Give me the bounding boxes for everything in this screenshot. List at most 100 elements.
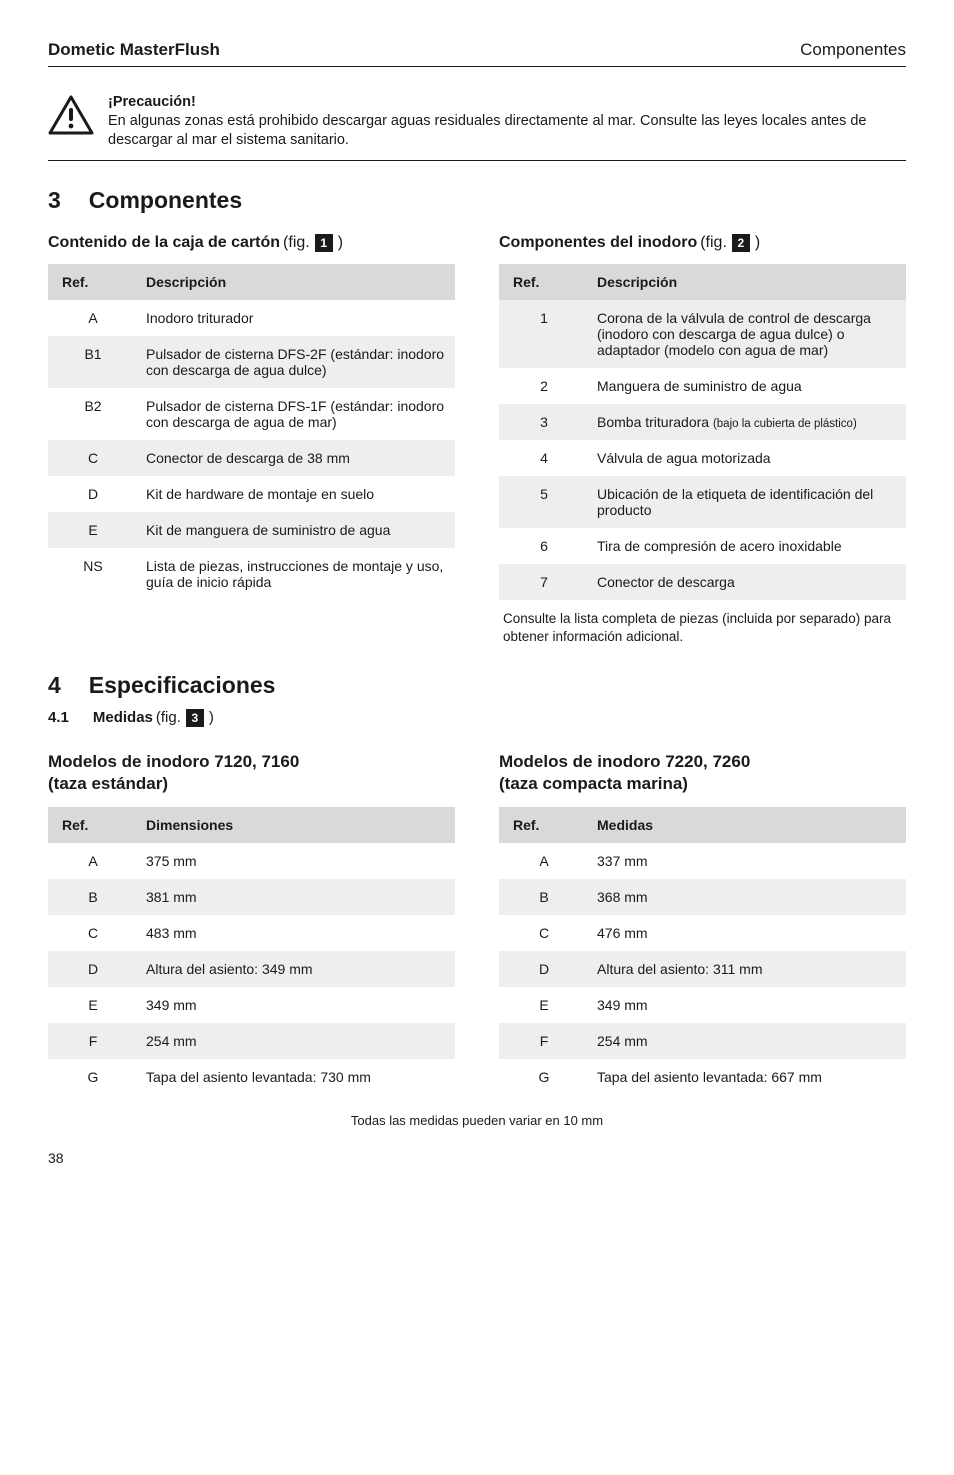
cell-ref: 4 — [499, 440, 583, 476]
cell-ref: G — [499, 1059, 583, 1095]
section-4-number: 4 — [48, 672, 61, 699]
cell-ref: F — [48, 1023, 132, 1059]
section-4-1-fig-post: ) — [209, 709, 214, 726]
table-row: E349 mm — [48, 987, 455, 1023]
table-row: DAltura del asiento: 311 mm — [499, 951, 906, 987]
section-3-number: 3 — [48, 187, 61, 214]
cell-ref: 7 — [499, 564, 583, 600]
cell-dim: 375 mm — [132, 843, 455, 879]
table-row: B1 Pulsador de cisterna DFS-2F (están­da… — [48, 336, 455, 388]
section-divider — [48, 160, 906, 161]
cell-ref: B — [499, 879, 583, 915]
table-row: NS Lista de piezas, instrucciones de mon… — [48, 548, 455, 600]
table-row: GTapa del asiento levantada: 730 mm — [48, 1059, 455, 1095]
cell-desc: Manguera de suministro de agua — [583, 368, 906, 404]
cell-dim: 254 mm — [132, 1023, 455, 1059]
col-header-ref: Ref. — [499, 264, 583, 300]
table-row: DAltura del asiento: 349 mm — [48, 951, 455, 987]
cell-ref: A — [499, 843, 583, 879]
cell-ref: D — [48, 951, 132, 987]
section-4-1-number: 4.1 — [48, 709, 69, 726]
figure-3-icon: 3 — [186, 709, 204, 727]
table-row: C Conector de descarga de 38 mm — [48, 440, 455, 476]
cell-ref: E — [48, 987, 132, 1023]
figure-2-icon: 2 — [732, 234, 750, 252]
dimensions-table-7120: Ref. Dimensiones A375 mm B381 mm C483 mm… — [48, 807, 455, 1095]
col-header-dim: Medidas — [583, 807, 906, 843]
cell-ref: E — [499, 987, 583, 1023]
page-header: Dometic MasterFlush Componentes — [48, 40, 906, 67]
table-row: A Inodoro triturador — [48, 300, 455, 336]
cell-desc: Pulsador de cisterna DFS-2F (están­dar: … — [132, 336, 455, 388]
col-header-ref: Ref. — [499, 807, 583, 843]
cell-dim: 368 mm — [583, 879, 906, 915]
table-row: A337 mm — [499, 843, 906, 879]
cell-desc: Válvula de agua motorizada — [583, 440, 906, 476]
toilet-components-heading: Componentes del inodoro (fig. 2 ) — [499, 234, 906, 252]
models-right-line1: Modelos de inodoro 7220, 7260 — [499, 752, 750, 771]
caution-block: ¡Precaución! En algunas zonas está prohi… — [48, 93, 906, 150]
cell-desc-main: Bomba trituradora — [597, 414, 713, 430]
table-row: C476 mm — [499, 915, 906, 951]
dimensions-footnote: Todas las medidas pueden variar en 10 mm — [48, 1113, 906, 1128]
section-4-heading: 4 Especificaciones — [48, 672, 906, 699]
cell-dim: Tapa del asiento levantada: 667 mm — [583, 1059, 906, 1095]
cell-dim: 349 mm — [132, 987, 455, 1023]
table-row: GTapa del asiento levantada: 667 mm — [499, 1059, 906, 1095]
dimensions-table-7220: Ref. Medidas A337 mm B368 mm C476 mm DAl… — [499, 807, 906, 1095]
cell-desc: Inodoro triturador — [132, 300, 455, 336]
table-row: 6 Tira de compresión de acero inoxi­dabl… — [499, 528, 906, 564]
cell-dim: Altura del asiento: 349 mm — [132, 951, 455, 987]
cell-ref: 6 — [499, 528, 583, 564]
cell-desc: Kit de hardware de montaje en suelo — [132, 476, 455, 512]
carton-contents-table: Ref. Descripción A Inodoro triturador B1… — [48, 264, 455, 600]
cell-desc: Ubicación de la etiqueta de identifica­c… — [583, 476, 906, 528]
cell-ref: B — [48, 879, 132, 915]
cell-desc: Pulsador de cisterna DFS-1F (están­dar: … — [132, 388, 455, 440]
cell-ref: F — [499, 1023, 583, 1059]
cell-ref: A — [48, 300, 132, 336]
table-row: B368 mm — [499, 879, 906, 915]
cell-ref: E — [48, 512, 132, 548]
table-row: D Kit de hardware de montaje en suelo — [48, 476, 455, 512]
carton-heading-text: Contenido de la caja de cartón — [48, 234, 280, 252]
models-left-line1: Modelos de inodoro 7120, 7160 — [48, 752, 299, 771]
cell-ref: NS — [48, 548, 132, 600]
page-number: 38 — [48, 1150, 906, 1166]
cell-ref: C — [48, 440, 132, 476]
models-7220-7260-title: Modelos de inodoro 7220, 7260 (taza comp… — [499, 751, 906, 795]
warning-triangle-icon — [48, 95, 94, 140]
cell-dim: 337 mm — [583, 843, 906, 879]
table-row: 3 Bomba trituradora (bajo la cubierta de… — [499, 404, 906, 440]
col-header-ref: Ref. — [48, 807, 132, 843]
table-row: F254 mm — [499, 1023, 906, 1059]
cell-dim: Tapa del asiento levantada: 730 mm — [132, 1059, 455, 1095]
table-row: 2 Manguera de suministro de agua — [499, 368, 906, 404]
col-header-desc: Descripción — [583, 264, 906, 300]
cell-dim: 254 mm — [583, 1023, 906, 1059]
cell-dim: Altura del asiento: 311 mm — [583, 951, 906, 987]
cell-ref: 5 — [499, 476, 583, 528]
cell-desc: Kit de manguera de suministro de agua — [132, 512, 455, 548]
cell-desc: Bomba trituradora (bajo la cubierta de p… — [583, 404, 906, 440]
header-title-right: Componentes — [800, 40, 906, 60]
table-row: A375 mm — [48, 843, 455, 879]
cell-ref: A — [48, 843, 132, 879]
toilet-components-table: Ref. Descripción 1 Corona de la válvula … — [499, 264, 906, 600]
section-3-heading: 3 Componentes — [48, 187, 906, 214]
col-header-ref: Ref. — [48, 264, 132, 300]
table-row: B2 Pulsador de cisterna DFS-1F (están­da… — [48, 388, 455, 440]
carton-heading-fig-pre: (fig. — [283, 234, 310, 252]
caution-text: ¡Precaución! En algunas zonas está prohi… — [108, 93, 906, 150]
table-row: E Kit de manguera de suministro de agua — [48, 512, 455, 548]
cell-ref: B1 — [48, 336, 132, 388]
components-footnote: Consulte la lista completa de piezas (in… — [499, 610, 906, 646]
section-4-1-fig-pre: (fig. — [156, 709, 181, 726]
header-title-left: Dometic MasterFlush — [48, 40, 220, 60]
cell-dim: 381 mm — [132, 879, 455, 915]
cell-ref: 3 — [499, 404, 583, 440]
table-row: 4 Válvula de agua motorizada — [499, 440, 906, 476]
section-4-1-label: Medidas — [93, 709, 153, 726]
section-3-title: Componentes — [89, 187, 242, 214]
cell-dim: 349 mm — [583, 987, 906, 1023]
